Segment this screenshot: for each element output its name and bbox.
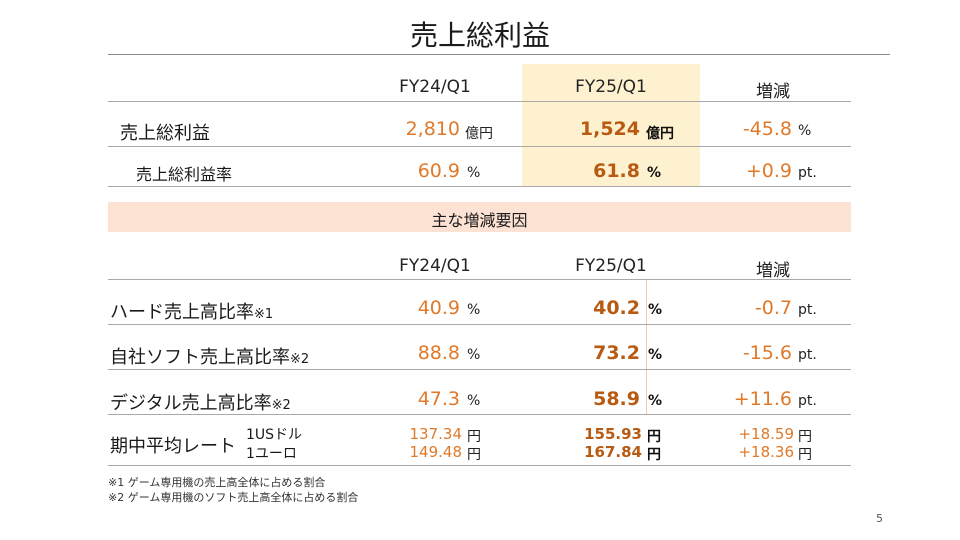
factor-label-hardware: ハード売上高比率※1	[110, 298, 273, 324]
top-header-fy24: FY24/Q1	[399, 77, 471, 97]
hardware-change: -0.7	[754, 297, 792, 319]
usd-fy24-unit: 円	[467, 429, 481, 445]
row-label-gross-margin: 売上総利益率	[136, 165, 233, 184]
top-table-bottom-rule	[108, 186, 851, 187]
gross-margin-fy24-unit: %	[467, 165, 481, 181]
gross-margin-fy25-unit: %	[647, 165, 662, 181]
top-header-fy25: FY25/Q1	[575, 77, 647, 97]
factors-band	[108, 202, 851, 232]
digital-fy25-unit: %	[648, 393, 663, 409]
digital-change-unit: pt.	[798, 393, 817, 409]
gross-margin-fy24: 60.9	[417, 160, 460, 182]
gross-margin-change-unit: pt.	[798, 165, 817, 181]
factor-row-divider	[108, 324, 851, 325]
first-party-software-change: -15.6	[742, 342, 792, 364]
eur-fy24: 149.48	[409, 443, 463, 461]
gross-profit-fy25: 1,524	[579, 118, 640, 140]
rate-currency-eur: 1ユーロ	[246, 446, 297, 462]
factors-bottom-rule	[108, 465, 851, 466]
title-divider	[108, 54, 890, 55]
factors-header-fy25: FY25/Q1	[575, 256, 647, 276]
usd-change-unit: 円	[798, 429, 812, 445]
digital-fy24-unit: %	[467, 393, 481, 409]
first-party-software-fy25-unit: %	[648, 347, 663, 363]
eur-change-unit: 円	[798, 447, 812, 463]
divider-tick	[646, 280, 647, 324]
divider-tick	[646, 370, 647, 414]
top-header-rule	[108, 101, 851, 102]
digital-change: +11.6	[733, 388, 792, 410]
hardware-fy25-unit: %	[648, 302, 663, 318]
page-title: 売上総利益	[409, 19, 550, 52]
gross-margin-fy25: 61.8	[593, 160, 640, 182]
factors-header-fy24: FY24/Q1	[399, 256, 471, 276]
eur-fy24-unit: 円	[467, 447, 481, 463]
footnote-marker: ※2	[271, 398, 291, 413]
gross-profit-fy24-unit: 億円	[465, 126, 493, 142]
factor-label-text: ハード売上高比率	[110, 302, 254, 323]
factor-label-text: デジタル売上高比率	[110, 393, 272, 414]
first-party-software-fy24-unit: %	[467, 347, 481, 363]
footnote-2: ※2 ゲーム専用機のソフト売上高全体に占める割合	[108, 491, 359, 504]
page-number: 5	[876, 512, 883, 525]
usd-change: +18.59	[738, 425, 794, 443]
rate-currency-usd: 1USドル	[246, 427, 303, 443]
gross-profit-fy24: 2,810	[405, 118, 460, 140]
eur-fy25: 167.84	[584, 443, 642, 461]
hardware-fy24-unit: %	[467, 302, 481, 318]
gross-profit-change-unit: %	[798, 123, 812, 139]
factor-row-divider	[108, 414, 851, 415]
top-row-divider	[108, 146, 851, 147]
first-party-software-fy24: 88.8	[417, 342, 460, 364]
digital-fy24: 47.3	[417, 388, 460, 410]
footnote-marker: ※2	[290, 352, 310, 367]
hardware-fy25: 40.2	[593, 297, 640, 319]
usd-fy25-unit: 円	[647, 429, 661, 445]
divider-tick	[646, 325, 647, 369]
first-party-software-change-unit: pt.	[798, 347, 817, 363]
hardware-fy24: 40.9	[417, 297, 460, 319]
rate-label: 期中平均レート	[110, 436, 236, 457]
factor-label-digital: デジタル売上高比率※2	[110, 389, 291, 415]
digital-fy25: 58.9	[593, 388, 640, 410]
factors-header-change: 増減	[756, 261, 790, 281]
factor-label-first-party-software: 自社ソフト売上高比率※2	[110, 343, 309, 369]
usd-fy25: 155.93	[584, 425, 642, 443]
eur-fy25-unit: 円	[647, 447, 661, 463]
usd-fy24: 137.34	[409, 425, 463, 443]
top-header-change: 増減	[756, 82, 790, 102]
footnote-marker: ※1	[254, 307, 274, 322]
footnote-1: ※1 ゲーム専用機の売上高全体に占める割合	[108, 476, 326, 489]
factor-row-divider	[108, 369, 851, 370]
hardware-change-unit: pt.	[798, 302, 817, 318]
fy25-highlight-column	[522, 64, 700, 186]
factors-band-label: 主な増減要因	[431, 211, 528, 230]
eur-change: +18.36	[738, 443, 794, 461]
gross-profit-change: -45.8	[742, 118, 792, 140]
gross-margin-change: +0.9	[745, 160, 792, 182]
factors-header-rule	[108, 279, 851, 280]
first-party-software-fy25: 73.2	[593, 342, 640, 364]
factor-label-text: 自社ソフト売上高比率	[110, 347, 290, 368]
gross-profit-fy25-unit: 億円	[646, 126, 674, 142]
row-label-gross-profit: 売上総利益	[120, 123, 210, 144]
